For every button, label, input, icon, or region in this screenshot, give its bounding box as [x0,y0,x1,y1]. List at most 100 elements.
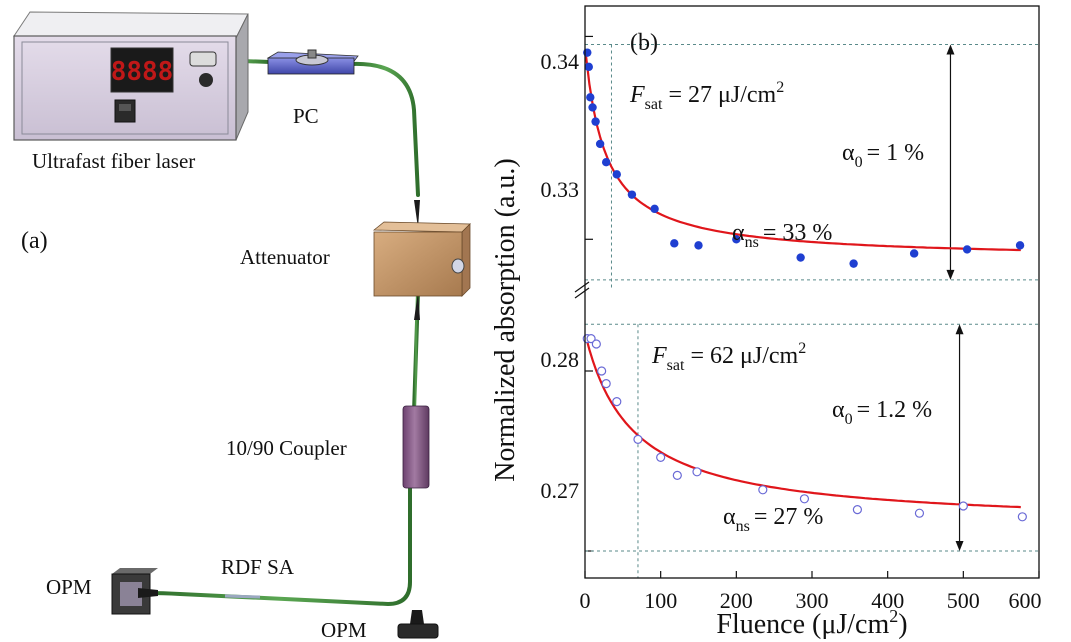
x-axis-label-end: ) [898,609,907,640]
laser-display-digits: 8888 [111,57,174,87]
laser-knob[interactable] [199,73,213,87]
lower-fsat-annotation: Fsat = 62 μJ/cm2 [651,340,806,374]
chart-frame [584,5,1040,579]
lower-data-point [672,470,682,480]
lower-alpha0-value: = 1.2 % [857,397,933,423]
upper-data-point [670,239,679,248]
x-tick-label: 200 [720,588,753,613]
chart: (b) Normalized absorption (a.u.) Fluence… [490,5,1042,640]
sa-label: RDF SA [221,555,295,579]
x-axis-label-sup: 2 [889,606,898,626]
upper-data-point [962,245,972,254]
attenuator-label: Attenuator [240,245,330,269]
axis-break-mark [574,281,590,293]
lower-data-point [612,397,622,407]
lower-data-point [799,494,810,504]
laser-output-port [189,51,217,67]
attenuator-knob[interactable] [451,258,465,274]
lower-data-point [692,467,702,477]
x-tick-label: 500 [947,588,980,613]
upper-data-point [584,62,593,72]
lower-data-point [914,508,925,518]
laser-label: Ultrafast fiber laser [32,149,195,173]
x-tick-label: 600 [1009,588,1042,613]
lower-fit-curve [584,336,1021,509]
y-tick-label-upper-034: 0.34 [541,49,580,74]
sa-marker [224,594,261,599]
y-tick-label-lower-028: 0.28 [541,347,580,372]
upper-arrow-head-down [946,269,955,280]
upper-fsat-sub: sat [645,96,663,113]
upper-alpha0-value: = 1 % [867,140,925,166]
lower-alphans-sub: ns [736,518,750,535]
upper-data-point [612,170,621,179]
lower-arrow-head-up [955,324,964,335]
lower-data-point [633,434,643,444]
upper-data-point [1015,241,1025,250]
coupler [402,405,430,489]
lower-fsat-symbol: F [651,343,667,369]
setup-diagram: 8888 Ultrafast fiber laser PC Attenuator [13,11,471,642]
upper-data-point [909,249,919,258]
upper-data-point [650,204,659,214]
upper-data-point [588,103,597,112]
upper-fsat-sup: 2 [776,79,784,96]
lower-data-point [597,366,607,376]
lower-alpha0-annotation: α0 = 1.2 % [832,397,932,428]
lower-alphans-symbol: α [723,504,736,530]
axis-break-mark [574,287,590,299]
chart-panel-label: (b) [630,30,658,56]
polarization-controller [266,49,359,75]
opm-bottom-label: OPM [321,618,367,642]
y-tick-label-lower-027: 0.27 [541,478,580,503]
lower-data-point [1017,512,1027,522]
panel-a-label: (a) [21,228,48,254]
attenuator-connector-in [414,200,420,228]
upper-fsat-symbol: F [629,82,645,108]
x-axis-label: Fluence (μJ/cm2) [716,606,907,640]
laser-unit: 8888 [13,11,249,141]
lower-data-point [656,452,666,462]
upper-alphans-value: = 33 % [763,220,833,246]
lower-alphans-annotation: αns = 27 % [723,504,823,535]
lower-data-point [758,485,768,495]
fiber-path [148,58,420,627]
upper-alpha0-symbol: α [842,140,855,166]
lower-data-point [601,379,611,389]
upper-data-point [627,190,637,199]
upper-data-point [849,259,858,268]
x-tick-label: 0 [580,588,591,613]
lower-alpha0-sub: 0 [845,411,853,428]
upper-alphans-symbol: α [732,220,745,246]
x-tick-label: 300 [796,588,829,613]
upper-data-point [601,158,611,167]
lower-fsat-sub: sat [667,357,685,374]
y-axis-label: Normalized absorption (a.u.) [490,158,521,481]
upper-fsat-annotation: Fsat = 27 μJ/cm2 [629,79,784,113]
opm-left-label: OPM [46,575,92,599]
y-tick-label-upper-033: 0.33 [541,177,580,202]
chart-marks [582,48,1027,522]
y-tick-labels: 0.33 0.34 0.27 0.28 [541,49,580,503]
upper-fsat-value: = 27 μJ/cm [662,82,776,108]
x-tick-labels: 0 100 200 300 400 500 600 [580,588,1042,613]
upper-data-point [586,93,595,102]
upper-alphans-sub: ns [745,234,759,251]
upper-data-point [583,48,592,57]
opm-bottom [397,610,439,639]
opm-left [111,568,158,615]
lower-data-point [586,334,596,344]
upper-data-point [694,241,703,250]
upper-alpha0-sub: 0 [855,154,863,171]
upper-fit-curve [584,54,1021,252]
upper-data-point [595,139,605,149]
upper-arrow-head-up [946,44,955,55]
lower-data-point [591,339,601,349]
upper-alphans-annotation: αns = 33 % [732,220,832,251]
x-axis-label-main: Fluence (μJ/cm [716,609,889,640]
upper-data-point [591,117,600,126]
upper-alpha0-annotation: α0 = 1 % [842,140,924,171]
lower-arrow-head-down [955,541,964,551]
upper-data-point [796,253,805,262]
